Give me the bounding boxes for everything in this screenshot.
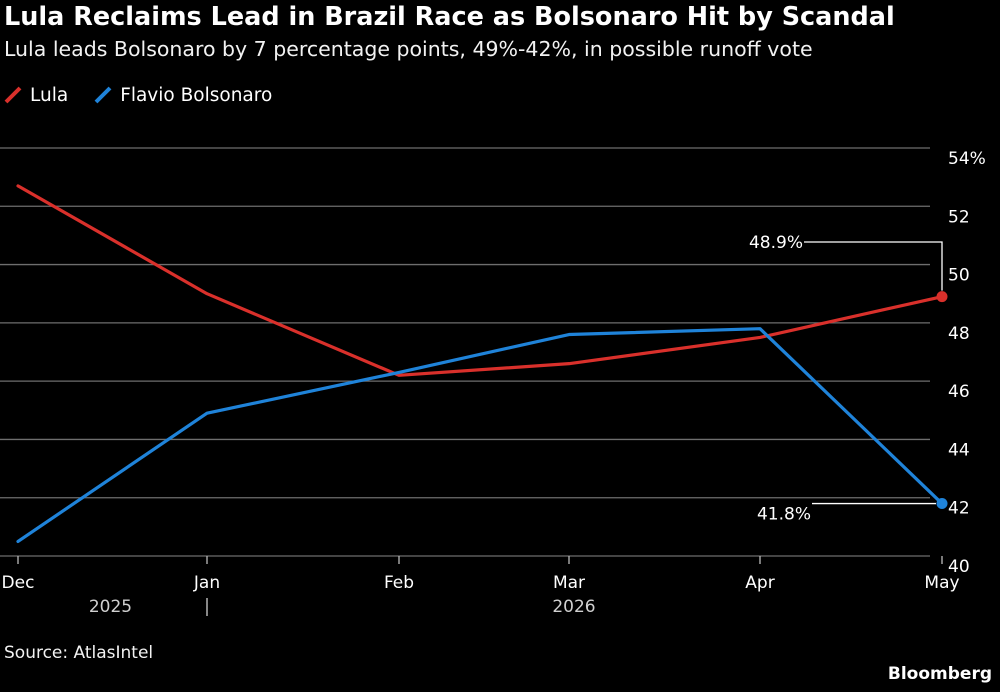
series-line-lula (16, 184, 944, 377)
xtick-label-Dec: Dec (2, 573, 35, 593)
legend: Lula Flavio Bolsonaro (4, 82, 272, 108)
legend-label-bolsonaro: Flavio Bolsonaro (120, 84, 273, 106)
period-label-2025: 2025 (89, 597, 132, 617)
xtick-label-Jan: Jan (193, 573, 220, 593)
ytick-label-42: 42 (948, 499, 970, 519)
ytick-label-44: 44 (948, 440, 970, 460)
brand-logo: Bloomberg (887, 664, 992, 684)
endpoint-marker-bolsonaro (936, 498, 948, 510)
ytick-label-54: 54% (948, 149, 986, 169)
chart-subtitle: Lula leads Bolsonaro by 7 percentage poi… (4, 37, 813, 61)
xtick-label-Feb: Feb (384, 573, 414, 593)
endpoint-marker-lula (936, 291, 948, 303)
legend-swatch-bolsonaro (94, 86, 112, 104)
xtick-label-May: May (924, 573, 959, 593)
source-note: Source: AtlasIntel (4, 643, 154, 663)
chart-title: Lula Reclaims Lead in Brazil Race as Bol… (4, 2, 895, 32)
series-layer (16, 184, 944, 544)
legend-label-lula: Lula (30, 84, 69, 106)
annotation-label-lula: 48.9% (749, 233, 803, 253)
ytick-label-52: 52 (948, 207, 970, 227)
ytick-label-48: 48 (948, 324, 970, 344)
x-axis: Dec Jan Feb Mar Apr May 2025 2026 (2, 556, 960, 617)
series-line-bolsonaro (16, 327, 944, 544)
period-label-2026: 2026 (552, 597, 595, 617)
legend-line-bolsonaro (94, 86, 112, 104)
legend-line-lula (4, 86, 22, 104)
annotation-layer: 48.9% 41.8% (749, 233, 948, 525)
xtick-label-Mar: Mar (553, 573, 585, 593)
legend-swatch-lula (4, 86, 22, 104)
annotation-label-bolsonaro: 41.8% (757, 505, 811, 525)
ytick-label-46: 46 (948, 382, 970, 402)
ytick-label-50: 50 (948, 266, 970, 286)
ytick-label-40: 40 (948, 557, 970, 577)
grid-layer: 40 42 44 46 48 50 52 54% (0, 147, 986, 577)
legend-item-bolsonaro: Flavio Bolsonaro (94, 85, 272, 106)
legend-item-lula: Lula (4, 85, 68, 106)
annotation-leader-lula (804, 241, 943, 291)
xtick-label-Apr: Apr (745, 573, 774, 593)
